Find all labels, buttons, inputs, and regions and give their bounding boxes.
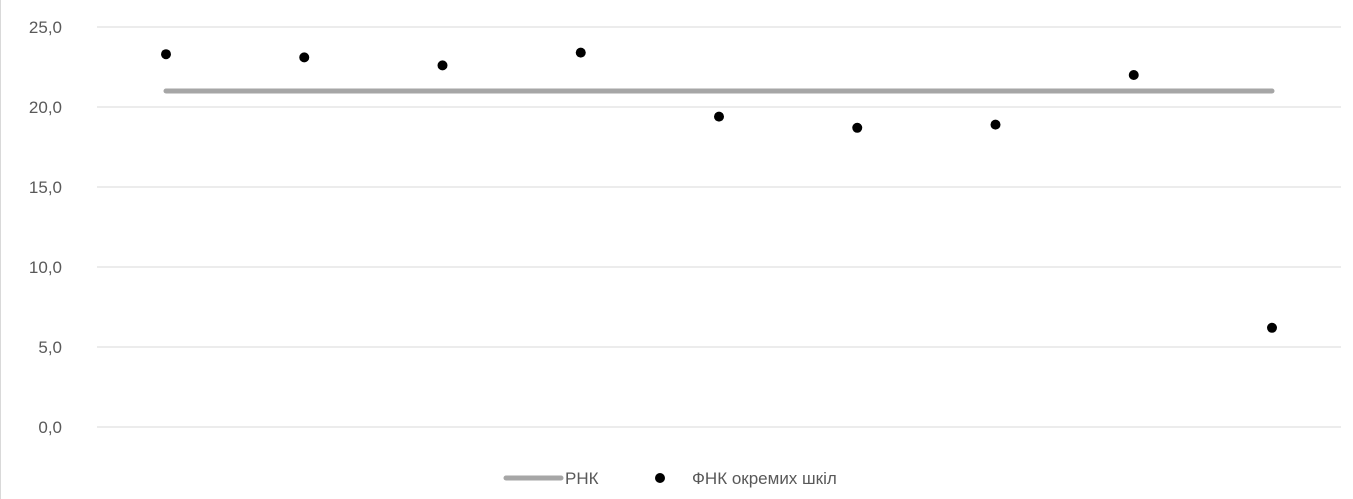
fnk-point	[1128, 70, 1139, 80]
legend-fnk-swatch	[655, 473, 665, 483]
fnk-point	[714, 111, 724, 122]
y-tick-label: 0,0	[38, 418, 62, 437]
fnk-point	[852, 122, 863, 133]
y-tick-label: 10,0	[29, 258, 62, 277]
fnk-point	[437, 60, 448, 71]
y-tick-label: 5,0	[38, 338, 62, 357]
fnk-series-points	[161, 47, 1277, 333]
y-tick-label: 15,0	[29, 178, 62, 197]
legend-fnk-label: ФНК окремих шкіл	[692, 469, 837, 488]
gridlines	[97, 26, 1341, 428]
fnk-point	[575, 47, 586, 58]
legend: РНК ФНК окремих шкіл	[503, 469, 837, 488]
y-tick-label: 20,0	[29, 98, 62, 117]
fnk-point	[299, 52, 310, 63]
legend-rnk-label: РНК	[565, 469, 599, 488]
y-axis-ticks: 0,0 5,0 10,0 15,0 20,0 25,0	[29, 18, 62, 437]
fnk-point	[990, 119, 1001, 130]
y-tick-label: 25,0	[29, 18, 62, 37]
fnk-point	[161, 49, 171, 60]
fnk-point	[1267, 322, 1277, 333]
